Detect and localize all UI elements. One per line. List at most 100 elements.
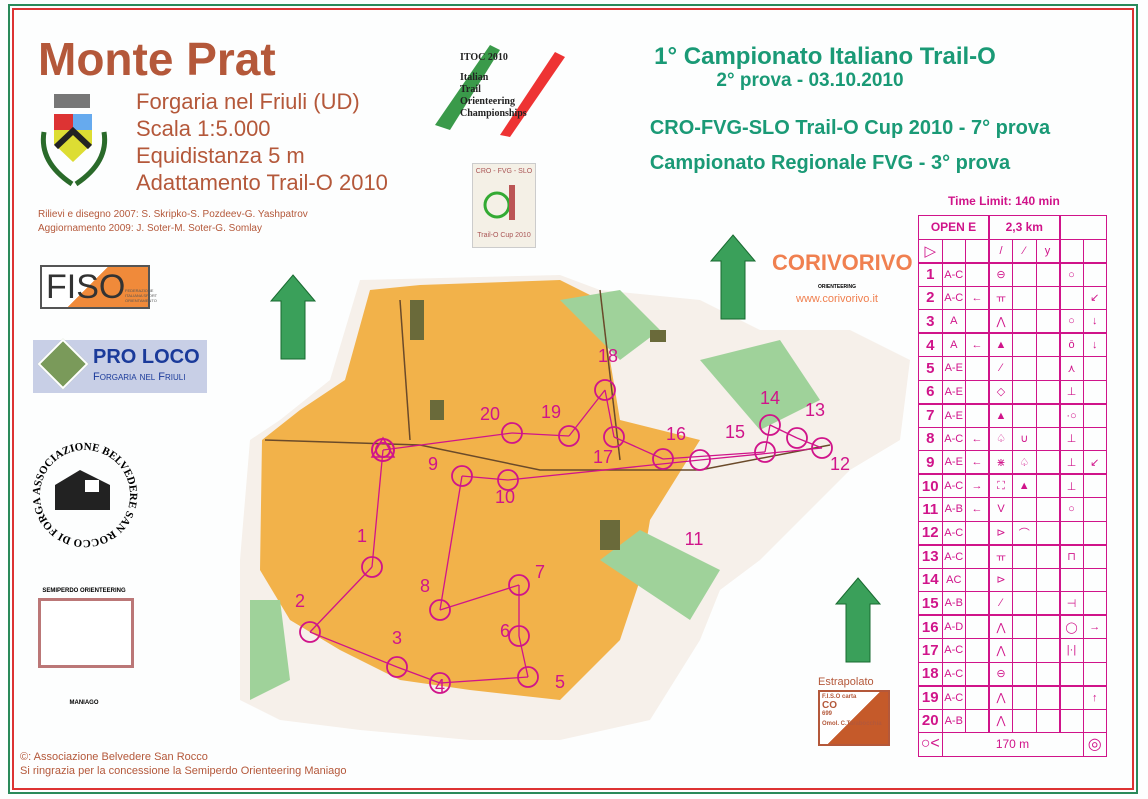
logo-text: Orienteering <box>460 96 515 107</box>
control-number: 13 <box>918 543 943 569</box>
description-cell: ○ <box>1058 497 1084 522</box>
control-circle <box>451 465 473 487</box>
description-row: 20 A-B ⋀ <box>918 708 1107 733</box>
description-cell <box>965 661 990 686</box>
logo-text: ITOC 2010 <box>460 52 508 63</box>
credit-line: Rilievi e disegno 2007: S. Skripko-S. Po… <box>38 209 308 220</box>
description-cell <box>1012 661 1037 686</box>
description-cell <box>965 356 990 381</box>
control-number: 15 <box>918 591 943 616</box>
description-cell <box>1035 520 1060 545</box>
control-number: 12 <box>830 454 850 474</box>
course-leg <box>439 584 520 611</box>
description-cell <box>1012 543 1037 569</box>
corivorivo-logo: CORIVORIVO ORIENTEERING www.corivorivo.i… <box>772 250 913 305</box>
description-cell: ◇ <box>988 379 1013 404</box>
description-cell <box>1035 356 1060 381</box>
description-cell <box>1035 708 1060 733</box>
control-circle <box>558 425 580 447</box>
time-limit: Time Limit: 140 min <box>948 194 1060 208</box>
start-triangle <box>370 436 396 458</box>
website-link[interactable]: www.corivorivo.it <box>796 293 878 305</box>
description-cell <box>1035 684 1060 710</box>
description-cell <box>1035 543 1060 569</box>
event-cup: CRO-FVG-SLO Trail-O Cup 2010 - 7° prova <box>649 117 1051 139</box>
viewing-direction: A-B <box>941 497 966 522</box>
control-number: 3 <box>918 309 943 334</box>
course-leg <box>382 432 513 451</box>
logo-text: ORIENTEERING <box>817 284 857 290</box>
description-cell: ↙ <box>1082 450 1107 475</box>
description-cell <box>1082 402 1107 428</box>
description-cell: ㅠ <box>988 285 1013 310</box>
description-cell: ↑ <box>1082 684 1107 710</box>
viewing-direction: A-C <box>941 285 966 310</box>
description-row: 6 A-E ◇ ⊥ <box>918 379 1107 404</box>
course-leg <box>371 449 384 568</box>
description-row: 14 AC ⊳ <box>918 567 1107 592</box>
control-number: 20 <box>918 708 943 733</box>
description-cell <box>1012 402 1037 428</box>
description-cell: ▲ <box>1012 473 1037 498</box>
itoc-logo: ITOC 2010 Italian Trail Orienteering Champi… <box>430 40 570 140</box>
control-number: 19 <box>918 684 943 710</box>
description-cell <box>1035 285 1060 310</box>
description-cell <box>1012 379 1037 404</box>
description-cell <box>1012 684 1037 710</box>
contour-interval: Equidistanza 5 m <box>136 143 305 168</box>
description-cell: ⊳ <box>988 567 1013 592</box>
control-circle <box>603 426 625 448</box>
control-number: 8 <box>420 576 430 596</box>
description-cell: ⊖ <box>988 261 1013 287</box>
viewing-direction: A-C <box>941 261 966 287</box>
description-cell <box>1012 261 1037 287</box>
description-cell: ← <box>965 285 990 310</box>
description-cell: ⋀ <box>988 309 1013 334</box>
logo-text: CRO - FVG - SLO <box>475 168 533 175</box>
roads <box>264 289 831 471</box>
viewing-direction: A-C <box>941 520 966 545</box>
north-arrow-icon <box>269 274 317 360</box>
logo-text: CORIVORIVO <box>772 250 913 275</box>
description-row: 10 A-C → ⛶ ▲ ⊥ <box>918 473 1107 498</box>
course-leg <box>796 437 823 449</box>
description-cell: → <box>965 473 990 498</box>
description-row: 7 A-E ▲ ·○ <box>918 402 1107 428</box>
description-row: 16 A-D ⋀ ◯ → <box>918 614 1107 639</box>
description-cell: ⊖ <box>988 661 1013 686</box>
logo-text: Italian <box>460 72 489 83</box>
description-cell <box>1082 261 1107 287</box>
description-cell <box>965 261 990 287</box>
control-circle <box>508 574 530 596</box>
description-cell <box>1082 661 1107 686</box>
green-vegetation <box>250 290 820 700</box>
map-title: Monte Prat <box>38 33 276 85</box>
description-cell: ⊥ <box>1058 379 1084 404</box>
event-title: 1° Campionato Italiano Trail-O <box>654 43 996 70</box>
description-cell: ⌒ <box>1012 520 1037 545</box>
logo-text: Championships <box>460 108 527 119</box>
control-number: 1 <box>918 261 943 287</box>
description-row: 1 A-C ⊖ ○ <box>918 261 1107 287</box>
control-number: 14 <box>760 388 780 408</box>
description-cell: ○ <box>1058 309 1084 334</box>
control-circle <box>689 449 711 471</box>
viewing-direction: A-E <box>941 402 966 428</box>
viewing-direction: AC <box>941 567 966 592</box>
description-cell: ⋀ <box>988 638 1013 663</box>
control-number: 1 <box>357 526 367 546</box>
description-cell <box>1012 567 1037 592</box>
description-cell: ⊣ <box>1058 591 1084 616</box>
viewing-direction: A-E <box>941 356 966 381</box>
description-cell <box>965 614 990 639</box>
description-cell: |·| <box>1058 638 1084 663</box>
viewing-direction: A-C <box>941 473 966 498</box>
control-circle <box>429 599 451 621</box>
description-cell <box>1012 356 1037 381</box>
map-border <box>8 4 1138 794</box>
description-cell <box>1082 520 1107 545</box>
description-cell: ⁄ <box>988 591 1013 616</box>
description-row: 3 A ⋀ ○ ↓ <box>918 309 1107 334</box>
description-cell: ↙ <box>1082 285 1107 310</box>
course-length: 2,3 km <box>988 215 1060 240</box>
